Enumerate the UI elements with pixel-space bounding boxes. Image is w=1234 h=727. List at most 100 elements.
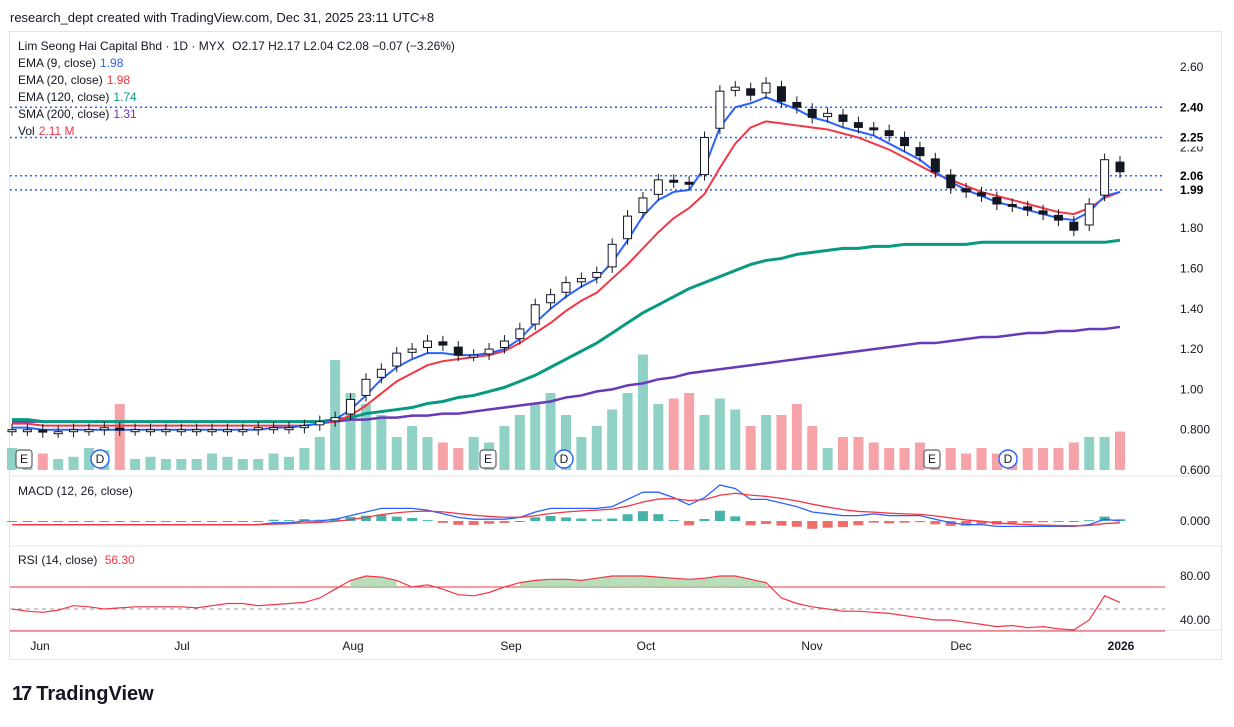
candle-body	[915, 147, 925, 157]
candle-body	[992, 197, 1002, 205]
candle-body	[161, 429, 171, 433]
volume-bar	[745, 426, 756, 470]
macd-histogram-bar	[422, 520, 433, 522]
volume-bar	[884, 448, 895, 470]
candle-body	[1100, 159, 1110, 196]
candle-body	[1023, 206, 1033, 211]
candle-body	[84, 429, 94, 433]
price-tag-bg	[1170, 180, 1218, 199]
indicator-legend-4[interactable]: Vol 2.11 M	[18, 123, 74, 140]
candle-body	[1053, 214, 1063, 221]
macd-histogram-bar	[207, 521, 218, 522]
macd-histogram-bar	[514, 521, 525, 522]
volume-bar	[37, 453, 48, 470]
tradingview-brand[interactable]: 17 TradingView	[12, 683, 154, 706]
indicator-label: EMA (120, close)	[18, 90, 110, 104]
time-axis-label: Nov	[801, 639, 822, 653]
volume-bar	[607, 409, 618, 470]
macd-histogram-bar	[976, 521, 987, 525]
macd-histogram-bar	[1084, 520, 1095, 522]
volume-bar	[976, 448, 987, 470]
macd-histogram-bar	[730, 516, 741, 521]
earnings-icon-label: E	[20, 452, 28, 466]
candle-body	[192, 429, 202, 433]
rsi-overbought-fill	[750, 579, 767, 587]
rsi-overbought-fill	[350, 576, 366, 587]
ema9-line	[12, 96, 1121, 431]
candle-body	[453, 346, 463, 356]
candle-body	[238, 429, 248, 433]
macd-histogram-bar	[791, 521, 802, 527]
indicator-value: 1.98	[106, 73, 131, 87]
rsi-overbought-fill	[535, 579, 551, 587]
candle-body	[330, 417, 340, 422]
macd-histogram-bar	[68, 521, 79, 522]
rsi-line	[11, 575, 1121, 631]
macd-histogram-bar	[1068, 521, 1079, 522]
indicator-legend-1[interactable]: EMA (20, close) 1.98	[18, 72, 130, 89]
rsi-overbought-fill	[566, 579, 582, 587]
candle-body	[592, 272, 602, 278]
time-axis-label: Jul	[174, 639, 189, 653]
macd-histogram-bar	[1007, 521, 1018, 524]
macd-histogram-bar	[684, 521, 695, 526]
macd-histogram-bar	[884, 521, 895, 524]
rsi-label-row: RSI (14, close) 56.30	[18, 552, 135, 569]
earnings-icon-label: E	[484, 452, 492, 466]
candle-body	[269, 427, 279, 431]
symbol-name: Lim Seong Hai Capital Bhd · 1D · MYX	[18, 39, 225, 53]
volume-bar	[422, 437, 433, 470]
macd-histogram-bar	[637, 511, 648, 521]
macd-histogram-bar	[314, 519, 325, 521]
volume-bar	[591, 426, 602, 470]
indicator-value: 1.31	[113, 107, 137, 121]
indicator-legend-0[interactable]: EMA (9, close) 1.98	[18, 55, 123, 72]
rsi-overbought-fill	[550, 579, 566, 587]
candle-body	[1069, 221, 1079, 231]
rsi-overbought-fill	[642, 576, 659, 587]
rsi-overbought-fill	[612, 576, 628, 587]
rsi-label: RSI (14, close)	[18, 553, 98, 567]
volume-bar	[714, 398, 725, 470]
macd-histogram-bar	[160, 521, 171, 522]
volume-bar	[314, 437, 325, 470]
price-tick-label: 1.40	[1180, 302, 1204, 316]
macd-histogram-bar	[222, 521, 233, 522]
macd-histogram-bar	[391, 516, 402, 521]
dividend-icon-label: D	[560, 452, 569, 466]
candle-body	[807, 108, 817, 118]
volume-bar	[637, 354, 648, 470]
macd-histogram-bar	[376, 514, 387, 521]
macd-histogram-bar	[561, 517, 571, 521]
candle-body	[869, 127, 879, 131]
volume-bar	[130, 459, 141, 470]
price-tick-label: 0.800	[1180, 423, 1210, 437]
indicator-legend-3[interactable]: SMA (200, close) 1.31	[18, 106, 137, 123]
candle-body	[884, 130, 894, 137]
macd-histogram-bar	[1022, 521, 1033, 523]
candle-body	[130, 429, 140, 433]
volume-bar	[499, 426, 510, 470]
macd-histogram-bar	[299, 519, 310, 521]
volume-bar	[83, 448, 94, 470]
candle-body	[299, 425, 309, 429]
time-axis-label: Dec	[950, 639, 971, 653]
volume-bar	[761, 415, 772, 470]
macd-histogram-bar	[699, 518, 710, 521]
rsi-overbought-fill	[704, 576, 720, 587]
macd-histogram-bar	[576, 518, 587, 521]
macd-histogram-bar	[468, 521, 479, 525]
candle-body	[423, 340, 432, 348]
candle-body	[315, 421, 325, 426]
indicator-value: 1.98	[100, 56, 124, 70]
candle-body	[638, 197, 648, 213]
candle-body	[499, 340, 509, 348]
volume-bar	[822, 448, 833, 470]
candle-body	[176, 429, 186, 433]
volume-bar	[407, 426, 418, 470]
price-tag-bg	[1170, 128, 1218, 147]
indicator-legend-2[interactable]: EMA (120, close) 1.74	[18, 89, 137, 106]
earnings-icon	[923, 449, 941, 469]
candle-body	[376, 368, 386, 378]
